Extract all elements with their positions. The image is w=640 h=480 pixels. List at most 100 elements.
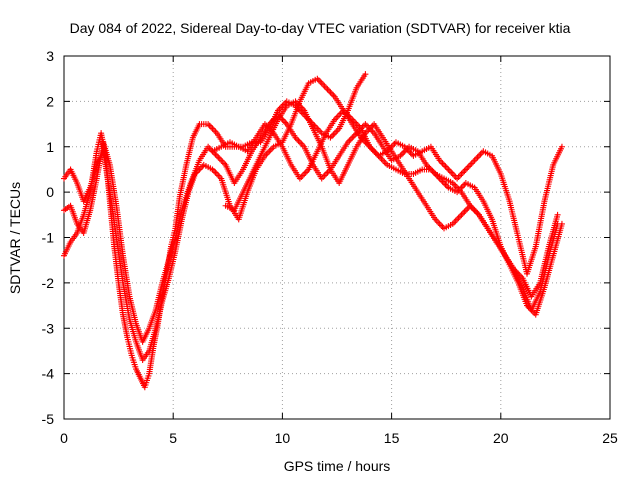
data-point bbox=[436, 220, 443, 227]
x-tick-label: 10 bbox=[275, 430, 291, 446]
data-points bbox=[61, 71, 565, 391]
data-point bbox=[442, 163, 449, 170]
data-point bbox=[369, 128, 376, 135]
data-point bbox=[473, 155, 480, 162]
data-point bbox=[301, 170, 308, 177]
data-point bbox=[441, 161, 448, 168]
data-point bbox=[328, 133, 335, 140]
data-point bbox=[435, 219, 442, 226]
data-point bbox=[321, 172, 328, 179]
data-point bbox=[213, 170, 220, 177]
series-track-1 bbox=[61, 71, 369, 391]
data-point bbox=[461, 208, 468, 215]
data-point bbox=[457, 213, 464, 220]
data-point bbox=[295, 137, 302, 144]
data-point bbox=[558, 143, 565, 150]
data-point bbox=[266, 148, 273, 155]
series-track-5 bbox=[222, 98, 561, 314]
data-point bbox=[468, 160, 475, 167]
y-axis-title: SDTVAR / TECUs bbox=[7, 182, 23, 294]
data-point bbox=[446, 167, 453, 174]
data-point bbox=[443, 164, 450, 171]
x-tick-label: 15 bbox=[384, 430, 400, 446]
data-point bbox=[363, 122, 370, 129]
data-point bbox=[327, 89, 334, 96]
x-tick-label: 25 bbox=[602, 430, 618, 446]
y-tick-label: 0 bbox=[46, 184, 54, 200]
data-point bbox=[321, 83, 328, 90]
data-point bbox=[464, 164, 471, 171]
data-point bbox=[452, 217, 459, 224]
data-point bbox=[468, 204, 475, 211]
data-point bbox=[280, 118, 287, 125]
data-point bbox=[296, 139, 303, 146]
data-point bbox=[213, 152, 220, 159]
data-point bbox=[426, 164, 433, 171]
data-point bbox=[331, 130, 338, 137]
data-point bbox=[209, 125, 216, 132]
data-point bbox=[324, 86, 331, 93]
data-point bbox=[454, 216, 461, 223]
data-point bbox=[400, 149, 407, 156]
data-point bbox=[333, 128, 340, 135]
data-point bbox=[362, 121, 369, 128]
data-point bbox=[378, 155, 385, 162]
data-point bbox=[328, 90, 335, 97]
axis-ticks: 0 5 10 15 20 25 -5 -4 -3 -2 -1 0 1 2 3 bbox=[42, 48, 618, 446]
data-point bbox=[455, 214, 462, 221]
data-point bbox=[462, 166, 469, 173]
data-point bbox=[474, 210, 481, 217]
data-point bbox=[218, 157, 225, 164]
data-point bbox=[325, 87, 332, 94]
data-point bbox=[429, 167, 436, 174]
data-point bbox=[323, 170, 330, 177]
data-point bbox=[371, 148, 378, 155]
data-point bbox=[334, 113, 341, 120]
data-point bbox=[459, 169, 466, 176]
data-point bbox=[349, 134, 356, 141]
y-tick-label: -2 bbox=[42, 275, 55, 291]
data-point bbox=[425, 163, 431, 170]
data-point bbox=[451, 172, 458, 179]
data-point bbox=[462, 207, 469, 214]
y-tick-label: 2 bbox=[46, 93, 54, 109]
data-point bbox=[362, 71, 369, 78]
data-point bbox=[439, 160, 446, 167]
data-point bbox=[455, 174, 462, 180]
data-point bbox=[458, 170, 465, 177]
data-point bbox=[293, 136, 300, 143]
data-point bbox=[216, 155, 223, 162]
data-point bbox=[320, 81, 327, 88]
data-point bbox=[212, 169, 219, 176]
data-point bbox=[366, 125, 373, 132]
data-point bbox=[365, 127, 372, 134]
data-point bbox=[554, 220, 561, 227]
x-axis-title: GPS time / hours bbox=[284, 458, 391, 474]
data-point bbox=[449, 170, 456, 177]
y-tick-label: 3 bbox=[46, 48, 54, 64]
data-point bbox=[318, 80, 325, 87]
data-point bbox=[336, 111, 343, 118]
data-point bbox=[215, 172, 222, 179]
data-point bbox=[470, 158, 477, 165]
data-point bbox=[369, 146, 376, 153]
data-point bbox=[302, 169, 309, 176]
data-point bbox=[454, 175, 461, 182]
data-point bbox=[379, 157, 386, 164]
x-tick-label: 20 bbox=[493, 430, 509, 446]
data-point bbox=[475, 152, 482, 159]
data-point bbox=[264, 149, 271, 156]
x-tick-label: 0 bbox=[60, 430, 68, 446]
data-point bbox=[457, 172, 464, 179]
data-point bbox=[461, 167, 468, 174]
data-point bbox=[347, 136, 354, 143]
data-point bbox=[298, 140, 305, 147]
y-tick-label: -1 bbox=[42, 230, 55, 246]
data-point bbox=[433, 217, 440, 224]
data-point bbox=[470, 205, 477, 212]
data-point bbox=[212, 151, 219, 158]
data-point bbox=[330, 92, 337, 99]
data-point bbox=[206, 122, 213, 129]
data-point bbox=[299, 172, 306, 179]
